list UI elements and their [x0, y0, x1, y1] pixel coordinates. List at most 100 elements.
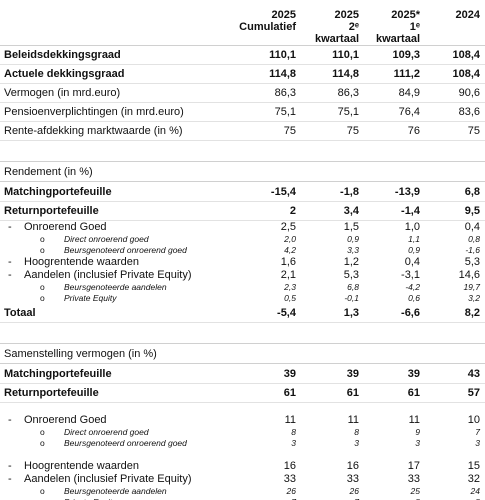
value-cell: 3,3	[347, 244, 359, 255]
table-row: Returnportefeuille 61 61 61 57	[0, 383, 485, 403]
section-title-text: Rendement (in %)	[4, 165, 93, 178]
header-line: Cumulatief	[239, 21, 296, 33]
value-cell: 2,3	[284, 281, 296, 292]
value-cell: 3	[475, 437, 480, 448]
value-cell: 0,4	[464, 220, 480, 233]
column-header: 2025* 1ᵉ kwartaal	[362, 9, 420, 45]
value-cell: 110,1	[269, 48, 296, 61]
row-label: Returnportefeuille	[4, 204, 99, 217]
value-cell: 16	[283, 459, 296, 472]
table-row: - Onroerend Goed 11 11 11 10	[0, 413, 485, 426]
value-cell: 86,3	[274, 86, 296, 99]
table-row: Totaal -5,4 1,3 -6,6 8,2	[0, 303, 485, 323]
section-title-text: Samenstelling vermogen (in %)	[4, 347, 157, 360]
value-cell: 61	[407, 386, 420, 399]
value-cell: 25	[410, 485, 420, 496]
value-cell: 2,1	[280, 268, 296, 281]
row-label: Matchingportefeuille	[4, 367, 112, 380]
value-cell: -1,4	[401, 204, 420, 217]
value-cell: 1,5	[343, 220, 359, 233]
value-cell: -1,8	[340, 185, 359, 198]
row-label: Aandelen (inclusief Private Equity)	[24, 472, 192, 485]
value-cell: 3,2	[468, 292, 480, 303]
value-cell: 5,3	[343, 268, 359, 281]
value-cell: 3	[415, 437, 420, 448]
value-cell: 114,8	[269, 67, 296, 80]
value-cell: 109,3	[392, 48, 420, 61]
value-cell: 39	[407, 367, 420, 380]
value-cell: 7	[236, 496, 296, 500]
value-cell: 16	[346, 459, 359, 472]
header-line: kwartaal	[375, 33, 420, 45]
value-cell: 111,2	[393, 67, 420, 80]
value-cell: -0,1	[344, 292, 359, 303]
value-cell: 8	[354, 426, 359, 437]
table-row: Returnportefeuille 2 3,4 -1,4 9,5	[0, 201, 485, 221]
value-cell: 6,8	[347, 281, 359, 292]
value-cell: 9,5	[464, 204, 480, 217]
value-cell: 8	[360, 496, 420, 500]
value-cell: -5,4	[277, 306, 296, 319]
value-cell: 1,6	[280, 255, 296, 268]
value-cell: 75,1	[274, 105, 296, 118]
row-label: Beursgenoteerd onroerend goed	[64, 244, 187, 255]
value-cell: 2	[289, 204, 296, 217]
value-cell: 43	[467, 367, 480, 380]
table-row: - Hoogrentende waarden 1,6 1,2 0,4 5,3	[0, 255, 485, 268]
table-row: Vermogen (in mrd.euro) 86,3 86,3 84,9 90,6	[0, 83, 485, 103]
value-cell: 108,4	[452, 48, 480, 61]
row-label: Beursgenoteerde aandelen	[64, 281, 167, 292]
row-label: Totaal	[4, 306, 36, 319]
table-row: Beleidsdekkingsgraad 110,1 110,1 109,3 108,4	[0, 45, 485, 65]
value-cell: 14,6	[458, 268, 480, 281]
list-marker: o	[40, 496, 45, 500]
value-cell: 10	[467, 413, 480, 426]
row-label: Rente-afdekking marktwaarde (in %)	[4, 124, 183, 137]
table-header: 2025 Cumulatief 2025 2ᵉ kwartaal 2025* 1ᵉ kwart…	[0, 0, 485, 46]
value-cell: 114,8	[332, 67, 359, 80]
value-cell: 8	[291, 426, 296, 437]
row-label: Beleidsdekkingsgraad	[4, 48, 121, 61]
row-label: Actuele dekkingsgraad	[4, 67, 125, 80]
value-cell: 76	[407, 124, 420, 137]
value-cell: 9	[415, 426, 420, 437]
list-marker: o	[40, 244, 45, 255]
table-row: o Beursgenoteerd onroerend goed 4,2 3,3 0,9 -…	[0, 244, 485, 255]
value-cell: 75	[283, 124, 296, 137]
value-cell: -15,4	[270, 185, 296, 198]
value-cell: 110,1	[332, 48, 359, 61]
value-cell: 2,5	[280, 220, 296, 233]
value-cell: 6,8	[464, 185, 480, 198]
table-row: - Aandelen (inclusief Private Equity) 2,1 5…	[0, 268, 485, 281]
table-row: - Hoogrentende waarden 16 16 17 15	[0, 459, 485, 472]
row-label: Private Equity	[64, 496, 116, 500]
list-marker: o	[40, 426, 45, 437]
value-cell: 19,7	[463, 281, 480, 292]
value-cell: 61	[283, 386, 296, 399]
value-cell: 84,9	[398, 86, 420, 99]
value-cell: 4,2	[284, 244, 296, 255]
section-title: Rendement (in %)	[0, 161, 485, 182]
table-row: o Direct onroerend goed 2,0 0,9 1,1 0,8	[0, 233, 485, 244]
value-cell: 0,6	[408, 292, 420, 303]
table-row: Rente-afdekking marktwaarde (in %) 75 75 76…	[0, 121, 485, 141]
value-cell: 86,3	[337, 86, 359, 99]
value-cell: 17	[407, 459, 420, 472]
table-row: Matchingportefeuille -15,4 -1,8 -13,9 6,8	[0, 182, 485, 202]
value-cell: 75	[467, 124, 480, 137]
table-row: - Onroerend Goed 2,5 1,5 1,0 0,4	[0, 220, 485, 233]
row-label: Pensioenverplichtingen (in mrd.euro)	[4, 105, 184, 118]
value-cell: 2,0	[284, 233, 296, 244]
value-cell: -3,1	[401, 268, 420, 281]
value-cell: 7	[475, 426, 480, 437]
value-cell: 33	[283, 472, 296, 485]
value-cell: 57	[467, 386, 480, 399]
header-line: 2025	[334, 9, 359, 21]
list-marker: o	[40, 485, 45, 496]
value-cell: 0,9	[408, 244, 420, 255]
row-label: Onroerend Goed	[24, 413, 107, 426]
value-cell: -13,9	[394, 185, 420, 198]
row-label: Matchingportefeuille	[4, 185, 112, 198]
